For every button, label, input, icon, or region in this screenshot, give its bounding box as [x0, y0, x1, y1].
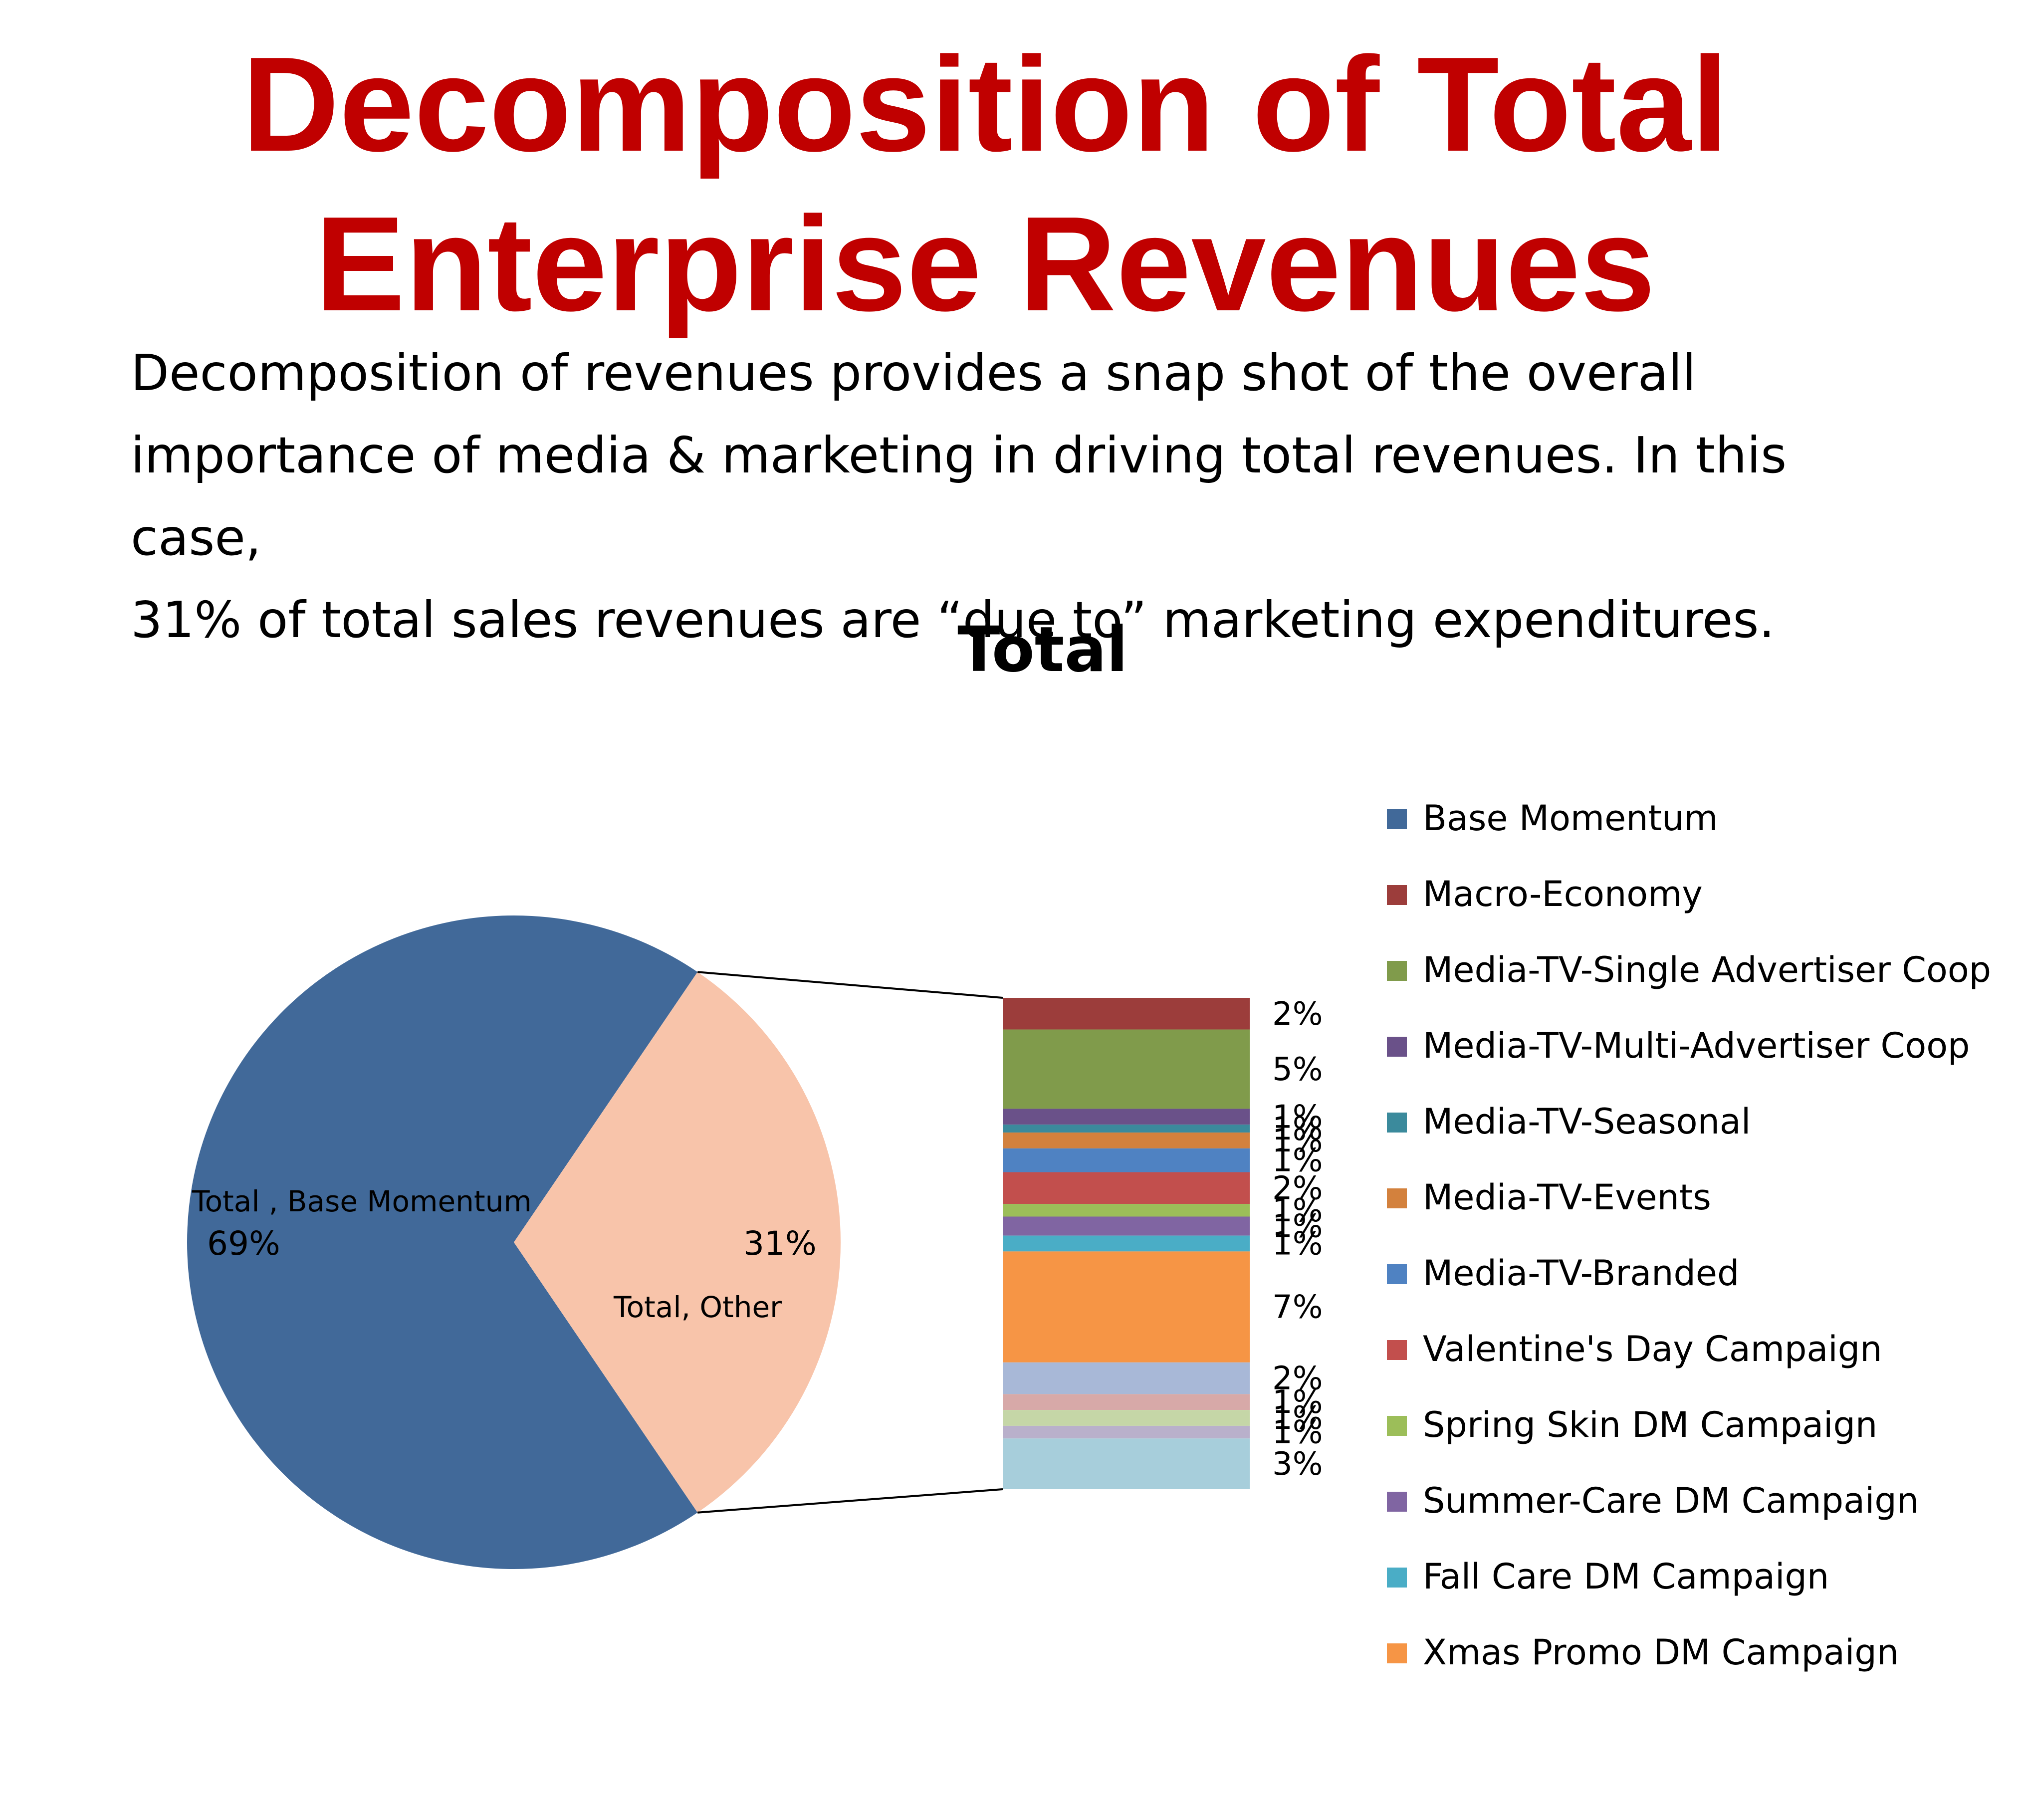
legend-label: Valentine's Day Campaign [1423, 1329, 1882, 1369]
breakdown-segment [1003, 1109, 1250, 1125]
legend-swatch [1387, 1492, 1407, 1512]
description-line-2: importance of media & marketing in drivi… [131, 426, 1787, 567]
legend-item: Media-TV-Single Advertiser Coop [1387, 940, 2006, 1016]
legend-item: Media-TV-Multi-Advertiser Coop [1387, 1016, 2006, 1092]
breakdown-label: 1% [1272, 1414, 1323, 1451]
legend-label: Media-TV-Branded [1423, 1253, 1740, 1294]
breakdown-segment [1003, 1029, 1250, 1109]
pie-slice-base-momentum [187, 915, 698, 1569]
breakdown-label: 1% [1272, 1384, 1323, 1421]
pie-label-base-momentum-value: 69% [207, 1224, 280, 1263]
breakdown-segment [1003, 1204, 1250, 1217]
legend-label: Media-TV-Multi-Advertiser Coop [1423, 1025, 1970, 1066]
legend-label: Summer-Care DM Campaign [1423, 1480, 1919, 1521]
breakdown-label: 1% [1272, 1192, 1323, 1229]
legend-swatch [1387, 1340, 1407, 1360]
breakdown-label: 1% [1272, 1400, 1323, 1437]
page-title: Decomposition of Total Enterprise Revenu… [0, 25, 1971, 344]
breakdown-segment [1003, 1362, 1250, 1394]
description-line-3: 31% of total sales revenues are “due to”… [131, 591, 1775, 649]
legend-label: Base Momentum [1423, 798, 1718, 839]
pie-label-other-name: Total, Other [613, 1290, 782, 1324]
legend-item: Xmas Promo DM Campaign [1387, 1622, 2006, 1698]
legend-item: Summer-Care DM Campaign [1387, 1471, 2006, 1547]
legend-swatch [1387, 1264, 1407, 1284]
breakdown-segment [1003, 1148, 1250, 1172]
breakdown-segment [1003, 1410, 1250, 1426]
page-title-line-1: Decomposition of Total [242, 29, 1729, 180]
legend-label: Media-TV-Seasonal [1423, 1101, 1751, 1142]
breakdown-label: 1% [1272, 1099, 1323, 1136]
legend-item: Base Momentum [1387, 788, 2006, 864]
breakdown-segment [1003, 1425, 1250, 1439]
legend-label: Xmas Promo DM Campaign [1423, 1632, 1899, 1673]
legend-swatch [1387, 1113, 1407, 1133]
breakdown-segment [1003, 1172, 1250, 1204]
breakdown-label: 1% [1272, 1123, 1323, 1159]
chart-title: Total [957, 614, 1128, 686]
connector-line-bottom [697, 1488, 1003, 1514]
breakdown-segment [1003, 1133, 1250, 1148]
breakdown-segment [1003, 1251, 1250, 1363]
legend-item: Spring Skin DM Campaign [1387, 1395, 2006, 1471]
legend-swatch [1387, 961, 1407, 981]
legend-label: Spring Skin DM Campaign [1423, 1404, 1878, 1445]
breakdown-segment [1003, 1394, 1250, 1410]
legend-swatch [1387, 1568, 1407, 1588]
legend-swatch [1387, 1037, 1407, 1057]
legend-swatch [1387, 809, 1407, 829]
legend-item: Media-TV-Branded [1387, 1243, 2006, 1319]
breakdown-segment [1003, 998, 1250, 1030]
breakdown-label: 7% [1272, 1289, 1323, 1326]
breakdown-segment [1003, 1438, 1250, 1489]
legend-item: Macro-Economy [1387, 864, 2006, 940]
legend-item: Media-TV-Events [1387, 1167, 2006, 1243]
page-title-line-2: Enterprise Revenues [315, 189, 1656, 339]
breakdown-segment [1003, 1125, 1250, 1133]
legend-swatch [1387, 1188, 1407, 1208]
legend-label: Macro-Economy [1423, 874, 1703, 914]
legend-swatch [1387, 1416, 1407, 1436]
chart-legend: Base Momentum Macro-Economy Media-TV-Singl… [1387, 788, 2006, 1698]
breakdown-segment [1003, 1235, 1250, 1252]
description-text: Decomposition of revenues provides a sna… [131, 332, 1927, 661]
breakdown-label: 2% [1272, 996, 1323, 1033]
legend-item: Valentine's Day Campaign [1387, 1319, 2006, 1395]
breakdown-label: 5% [1272, 1051, 1323, 1088]
breakdown-label: 1% [1272, 1142, 1323, 1179]
breakdown-label: 1% [1272, 1111, 1323, 1147]
pie-label-base-momentum-name: Total , Base Momentum [192, 1184, 532, 1218]
breakdown-label: 3% [1272, 1446, 1323, 1483]
description-line-1: Decomposition of revenues provides a sna… [131, 344, 1696, 402]
breakdown-label: 2% [1272, 1170, 1323, 1207]
legend-item: Media-TV-Seasonal [1387, 1092, 2006, 1167]
pie-label-other-value: 31% [743, 1224, 817, 1263]
legend-swatch [1387, 885, 1407, 905]
pie-slice-other [514, 972, 841, 1513]
legend-label: Media-TV-Events [1423, 1177, 1711, 1218]
connector-line-top [697, 971, 1003, 999]
legend-swatch [1387, 1643, 1407, 1663]
legend-label: Fall Care DM Campaign [1423, 1556, 1829, 1597]
breakdown-label: 2% [1272, 1361, 1323, 1397]
breakdown-label: 1% [1272, 1208, 1323, 1245]
breakdown-label: 1% [1272, 1226, 1323, 1263]
breakdown-segment [1003, 1216, 1250, 1236]
legend-label: Media-TV-Single Advertiser Coop [1423, 949, 1992, 990]
legend-item: Fall Care DM Campaign [1387, 1547, 2006, 1622]
